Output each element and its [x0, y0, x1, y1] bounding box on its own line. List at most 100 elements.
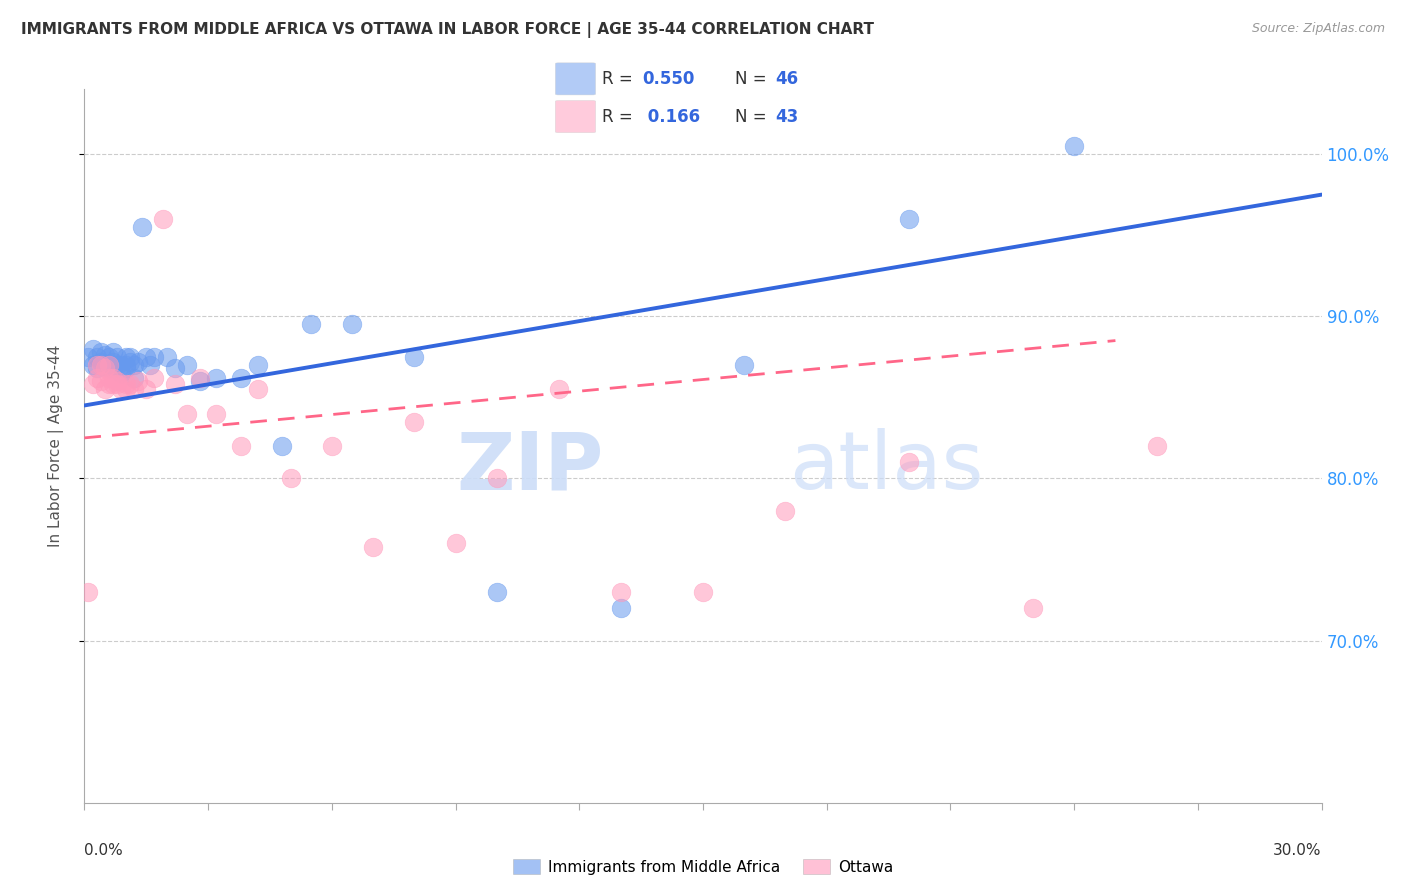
- Point: [404, 350, 426, 364]
- FancyBboxPatch shape: [555, 62, 596, 95]
- Point: [299, 318, 322, 332]
- Point: [90, 358, 112, 372]
- Point: [86, 350, 108, 364]
- Point: [1022, 601, 1045, 615]
- Point: [103, 371, 125, 385]
- FancyBboxPatch shape: [555, 101, 596, 133]
- Point: [114, 377, 136, 392]
- Point: [94, 348, 117, 362]
- Point: [342, 318, 364, 332]
- Point: [176, 358, 198, 372]
- Point: [114, 350, 136, 364]
- Point: [898, 455, 921, 469]
- Point: [98, 377, 121, 392]
- Point: [94, 358, 117, 372]
- Text: Source: ZipAtlas.com: Source: ZipAtlas.com: [1251, 22, 1385, 36]
- Point: [77, 585, 100, 599]
- Point: [82, 377, 104, 392]
- Point: [105, 374, 128, 388]
- Text: R =: R =: [602, 70, 638, 87]
- Point: [103, 377, 125, 392]
- Point: [98, 358, 121, 372]
- Point: [321, 439, 343, 453]
- Legend: Immigrants from Middle Africa, Ottawa: Immigrants from Middle Africa, Ottawa: [506, 853, 900, 880]
- Point: [82, 342, 104, 356]
- Point: [176, 407, 198, 421]
- Point: [110, 382, 132, 396]
- Point: [547, 382, 569, 396]
- Point: [86, 358, 108, 372]
- Point: [122, 382, 145, 396]
- Point: [105, 358, 128, 372]
- Point: [122, 371, 145, 385]
- Text: 0.0%: 0.0%: [84, 843, 124, 858]
- Point: [86, 361, 108, 376]
- Point: [103, 361, 125, 376]
- Point: [86, 371, 108, 385]
- Point: [165, 377, 187, 392]
- Text: R =: R =: [602, 108, 638, 126]
- Point: [110, 358, 132, 372]
- Point: [1146, 439, 1168, 453]
- Text: 46: 46: [775, 70, 799, 87]
- Point: [733, 358, 755, 372]
- Point: [98, 371, 121, 385]
- Point: [114, 382, 136, 396]
- Point: [609, 585, 631, 599]
- Point: [90, 374, 112, 388]
- Text: 0.550: 0.550: [643, 70, 695, 87]
- Point: [103, 354, 125, 368]
- Point: [118, 354, 141, 368]
- Point: [609, 601, 631, 615]
- Point: [118, 350, 141, 364]
- Point: [94, 382, 117, 396]
- Point: [485, 471, 508, 485]
- Point: [404, 415, 426, 429]
- Point: [82, 358, 104, 372]
- Point: [94, 361, 117, 376]
- Point: [135, 350, 157, 364]
- Point: [898, 211, 921, 226]
- Point: [127, 354, 149, 368]
- Point: [271, 439, 294, 453]
- Point: [90, 345, 112, 359]
- Point: [1063, 139, 1085, 153]
- Point: [246, 382, 269, 396]
- Point: [165, 361, 187, 376]
- Point: [98, 350, 121, 364]
- Point: [114, 358, 136, 372]
- Text: 30.0%: 30.0%: [1274, 843, 1322, 858]
- Point: [775, 504, 797, 518]
- Point: [98, 361, 121, 376]
- Text: N =: N =: [735, 108, 772, 126]
- Point: [105, 350, 128, 364]
- Point: [114, 361, 136, 376]
- Point: [361, 540, 384, 554]
- Point: [131, 220, 153, 235]
- Point: [143, 371, 166, 385]
- Point: [127, 374, 149, 388]
- Point: [229, 371, 252, 385]
- Point: [90, 354, 112, 368]
- Point: [205, 407, 228, 421]
- Point: [280, 471, 302, 485]
- Point: [118, 377, 141, 392]
- Point: [135, 382, 157, 396]
- Point: [103, 345, 125, 359]
- Point: [139, 358, 162, 372]
- Text: 0.166: 0.166: [643, 108, 700, 126]
- Point: [485, 585, 508, 599]
- Point: [205, 371, 228, 385]
- Point: [122, 358, 145, 372]
- Point: [77, 350, 100, 364]
- Point: [105, 377, 128, 392]
- Point: [444, 536, 467, 550]
- Text: atlas: atlas: [790, 428, 984, 507]
- Point: [229, 439, 252, 453]
- Text: IMMIGRANTS FROM MIDDLE AFRICA VS OTTAWA IN LABOR FORCE | AGE 35-44 CORRELATION C: IMMIGRANTS FROM MIDDLE AFRICA VS OTTAWA …: [21, 22, 875, 38]
- Text: ZIP: ZIP: [457, 428, 605, 507]
- Point: [156, 350, 179, 364]
- Text: N =: N =: [735, 70, 772, 87]
- Point: [246, 358, 269, 372]
- Point: [143, 350, 166, 364]
